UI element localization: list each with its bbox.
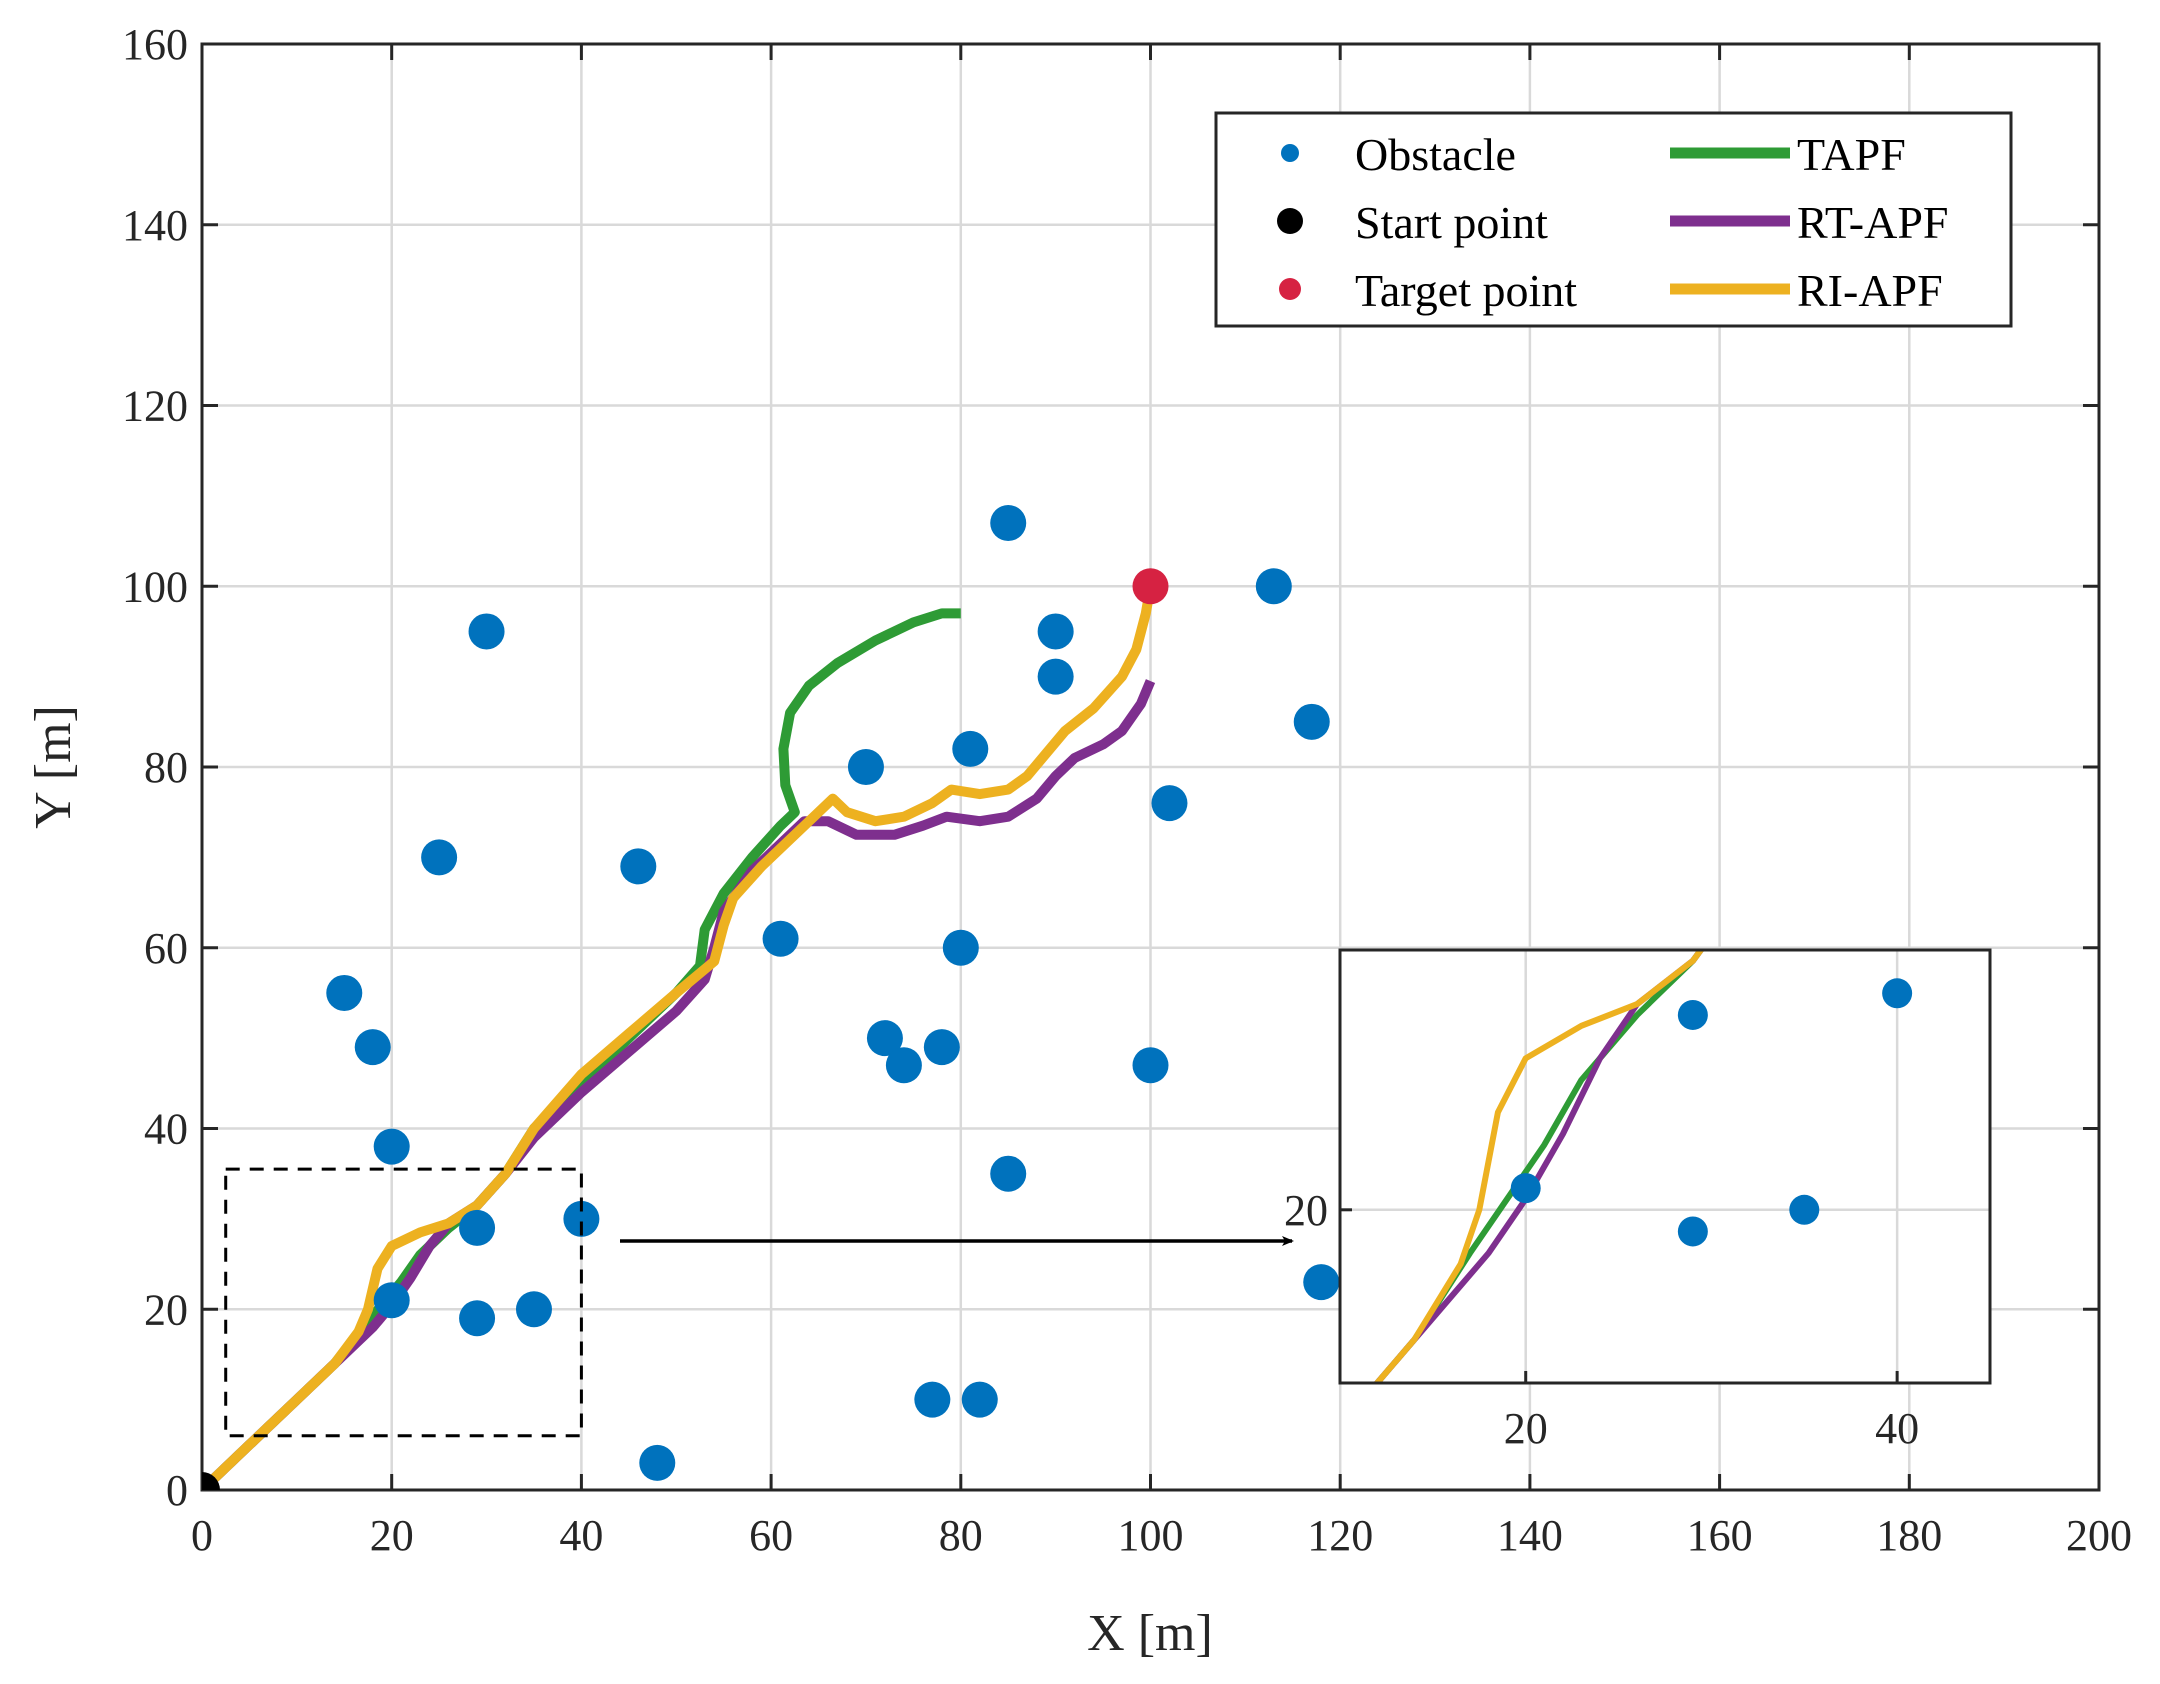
inset-background [1340, 950, 1990, 1383]
obstacle-point [1037, 658, 1074, 695]
start-point-marker [202, 1472, 220, 1490]
obstacle-point [990, 1155, 1027, 1192]
series-line-tapf [1373, 950, 1705, 1383]
legend-tapf-label: TAPF [1797, 129, 1906, 180]
obstacle-point [563, 1200, 600, 1237]
legend-box [1214, 111, 2013, 328]
obstacle-point [1510, 1173, 1541, 1204]
obstacle-point [885, 1047, 922, 1084]
obstacle-point [1418, 437, 1448, 467]
y-tick-label: 120 [122, 382, 188, 431]
obstacle-point [914, 1381, 951, 1418]
obstacle-point [952, 730, 989, 767]
inset-axes: 20 40 20 [1284, 1186, 1919, 1453]
x-tick-label: 40 [559, 1511, 603, 1560]
legend-obstacle-label: Obstacle [1355, 129, 1516, 180]
obstacle-point [1037, 613, 1074, 650]
series-line-ri-apf [1373, 950, 1705, 1383]
obstacle-point [326, 974, 363, 1011]
obstacle-point [373, 1128, 410, 1165]
inset-grid [1340, 950, 1990, 1383]
obstacle-point [354, 1029, 391, 1066]
inset-x-tick-label: 40 [1875, 1404, 1919, 1453]
x-tick-label: 80 [939, 1511, 983, 1560]
y-tick-label: 140 [122, 201, 188, 250]
obstacle-point [515, 1291, 552, 1328]
obstacle-point [942, 929, 979, 966]
legend-obstacle-marker [1281, 144, 1299, 162]
legend: Obstacle Start point Target point TAPF R… [1214, 111, 2013, 328]
series-line-rt-apf [202, 679, 1156, 1490]
obstacle-point [1789, 1194, 1820, 1225]
y-tick-label: 20 [144, 1285, 188, 1334]
legend-target-marker [1279, 278, 1301, 300]
y-tick-label: 160 [122, 20, 188, 69]
inset-y-tick-label: 20 [1284, 1186, 1328, 1235]
obstacle-point [373, 1282, 410, 1319]
obstacle-point [459, 1209, 496, 1246]
x-axis-label: X [m] [1087, 1605, 1213, 1662]
y-tick-label: 0 [166, 1466, 188, 1515]
series-line-rt-apf [1373, 950, 1705, 1383]
x-tick-label: 100 [1118, 1511, 1184, 1560]
obstacle-point [961, 1381, 998, 1418]
y-tick-label: 60 [144, 924, 188, 973]
x-tick-label: 20 [370, 1511, 414, 1560]
inset-x-tick-label: 20 [1504, 1404, 1548, 1453]
x-tick-label: 140 [1497, 1511, 1563, 1560]
obstacle-point [1474, 567, 1504, 597]
obstacle-point [1303, 1264, 1340, 1301]
zoom-region-box [224, 1167, 583, 1438]
inset-frame [1338, 948, 1992, 1385]
obstacle-point [923, 1029, 960, 1066]
x-tick-label: 180 [1876, 1511, 1942, 1560]
series-line-ri-apf [202, 585, 1156, 1490]
obstacle-point [639, 1444, 676, 1481]
obstacle-point [1132, 1047, 1169, 1084]
obstacle-point [468, 613, 505, 650]
obstacle-point [620, 848, 657, 885]
main-plot-layer [202, 504, 1340, 1490]
x-axis: 0 20 40 60 80 100 120 140 160 180 200 [191, 44, 2132, 1560]
obstacle-point [1293, 703, 1330, 740]
obstacle-point [1677, 1216, 1708, 1247]
obstacle-point [459, 1300, 496, 1337]
y-tick-label: 40 [144, 1105, 188, 1154]
inset-plot-layer [1373, 437, 2061, 1593]
obstacle-point [762, 920, 799, 957]
y-tick-label: 80 [144, 743, 188, 792]
x-tick-label: 120 [1307, 1511, 1373, 1560]
obstacle-point [1677, 999, 1708, 1030]
y-axis: 0 20 40 60 80 100 120 140 160 [122, 20, 2099, 1515]
legend-riapf-label: RI-APF [1797, 265, 1943, 316]
obstacle-point [2031, 1563, 2061, 1593]
y-axis-label: Y [m] [25, 705, 82, 829]
legend-target-label: Target point [1355, 265, 1577, 316]
obstacle-point [1511, 805, 1541, 835]
x-tick-label: 0 [191, 1511, 213, 1560]
obstacle-point [421, 839, 458, 876]
obstacle-point [847, 749, 884, 785]
legend-start-label: Start point [1355, 197, 1548, 248]
obstacle-point [1255, 568, 1292, 605]
obstacle-point [990, 504, 1027, 541]
target-point-marker [1132, 568, 1169, 605]
legend-rtapf-label: RT-APF [1797, 197, 1949, 248]
obstacle-point [1882, 978, 1913, 1009]
inset-zoom-plot: 20 40 20 [1284, 437, 2061, 1593]
y-tick-label: 100 [122, 562, 188, 611]
obstacle-point [1151, 785, 1188, 822]
legend-start-marker [1277, 208, 1303, 234]
x-tick-label: 60 [749, 1511, 793, 1560]
x-tick-label: 160 [1687, 1511, 1753, 1560]
obstacle-point [866, 1020, 903, 1057]
x-tick-label: 200 [2066, 1511, 2132, 1560]
